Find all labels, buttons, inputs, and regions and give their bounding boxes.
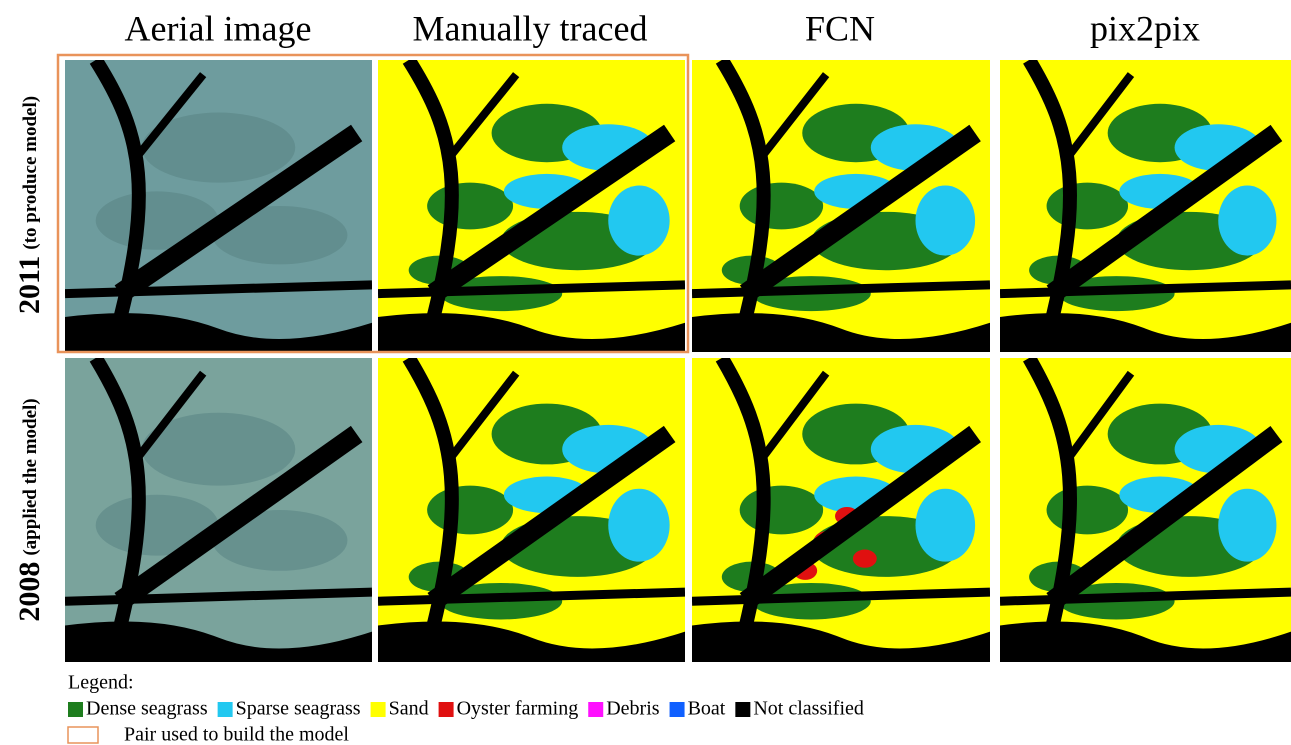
row-note: (to produce model) <box>20 96 41 250</box>
legend-label: Sand <box>389 698 429 720</box>
legend-swatch <box>439 702 454 717</box>
sparse-patch <box>1218 186 1276 256</box>
column-header: pix2pix <box>1090 8 1200 48</box>
column-header: Aerial image <box>125 8 312 48</box>
legend-label: Sparse seagrass <box>236 698 361 720</box>
seagrass-patch <box>1047 183 1128 230</box>
column-header: Manually traced <box>413 8 648 48</box>
pair-label: Pair used to build the model <box>124 724 349 745</box>
oyster-patch <box>853 550 877 568</box>
row-year: 2008 <box>13 562 46 622</box>
panels <box>65 60 1291 662</box>
legend: Dense seagrass Sparse seagrass Sand Oyster … <box>68 698 864 720</box>
pair-swatch <box>68 727 98 743</box>
legend-title: Legend: <box>68 672 134 694</box>
legend-label: Oyster farming <box>457 698 579 720</box>
legend-swatch <box>371 702 386 717</box>
legend-swatch <box>735 702 750 717</box>
map-panel <box>378 60 685 352</box>
sparse-patch <box>1218 489 1276 562</box>
legend-swatch <box>588 702 603 717</box>
map-panel <box>692 60 990 352</box>
legend-swatch <box>218 702 233 717</box>
row-year: 2011 <box>13 256 46 314</box>
map-panel <box>692 358 990 662</box>
seagrass-patch <box>740 183 823 230</box>
row-label: 2008 (applied the model) <box>13 398 46 621</box>
sparse-patch <box>608 489 669 562</box>
legend-swatch <box>68 702 83 717</box>
map-panel <box>65 60 372 352</box>
map-panel <box>378 358 685 662</box>
legend-swatch <box>670 702 685 717</box>
legend-label: Debris <box>606 698 660 720</box>
legend-label: Dense seagrass <box>86 698 208 720</box>
seagrass-patch <box>427 183 513 230</box>
sparse-patch <box>916 489 976 562</box>
seagrass-patch <box>427 486 513 535</box>
seagrass-patch <box>740 486 823 535</box>
sparse-patch <box>608 186 669 256</box>
column-header: FCN <box>805 8 875 48</box>
legend-label: Boat <box>688 698 726 720</box>
row-note: (applied the model) <box>20 398 41 555</box>
map-panel <box>1000 60 1291 352</box>
row-label: 2011 (to produce model) <box>13 96 46 314</box>
map-panel <box>65 358 372 662</box>
map-panel <box>1000 358 1291 662</box>
legend-label: Not classified <box>753 698 864 720</box>
figure: Aerial image Manually traced FCN pix2pix… <box>0 0 1291 745</box>
seagrass-patch <box>1047 486 1128 535</box>
sparse-patch <box>916 186 976 256</box>
